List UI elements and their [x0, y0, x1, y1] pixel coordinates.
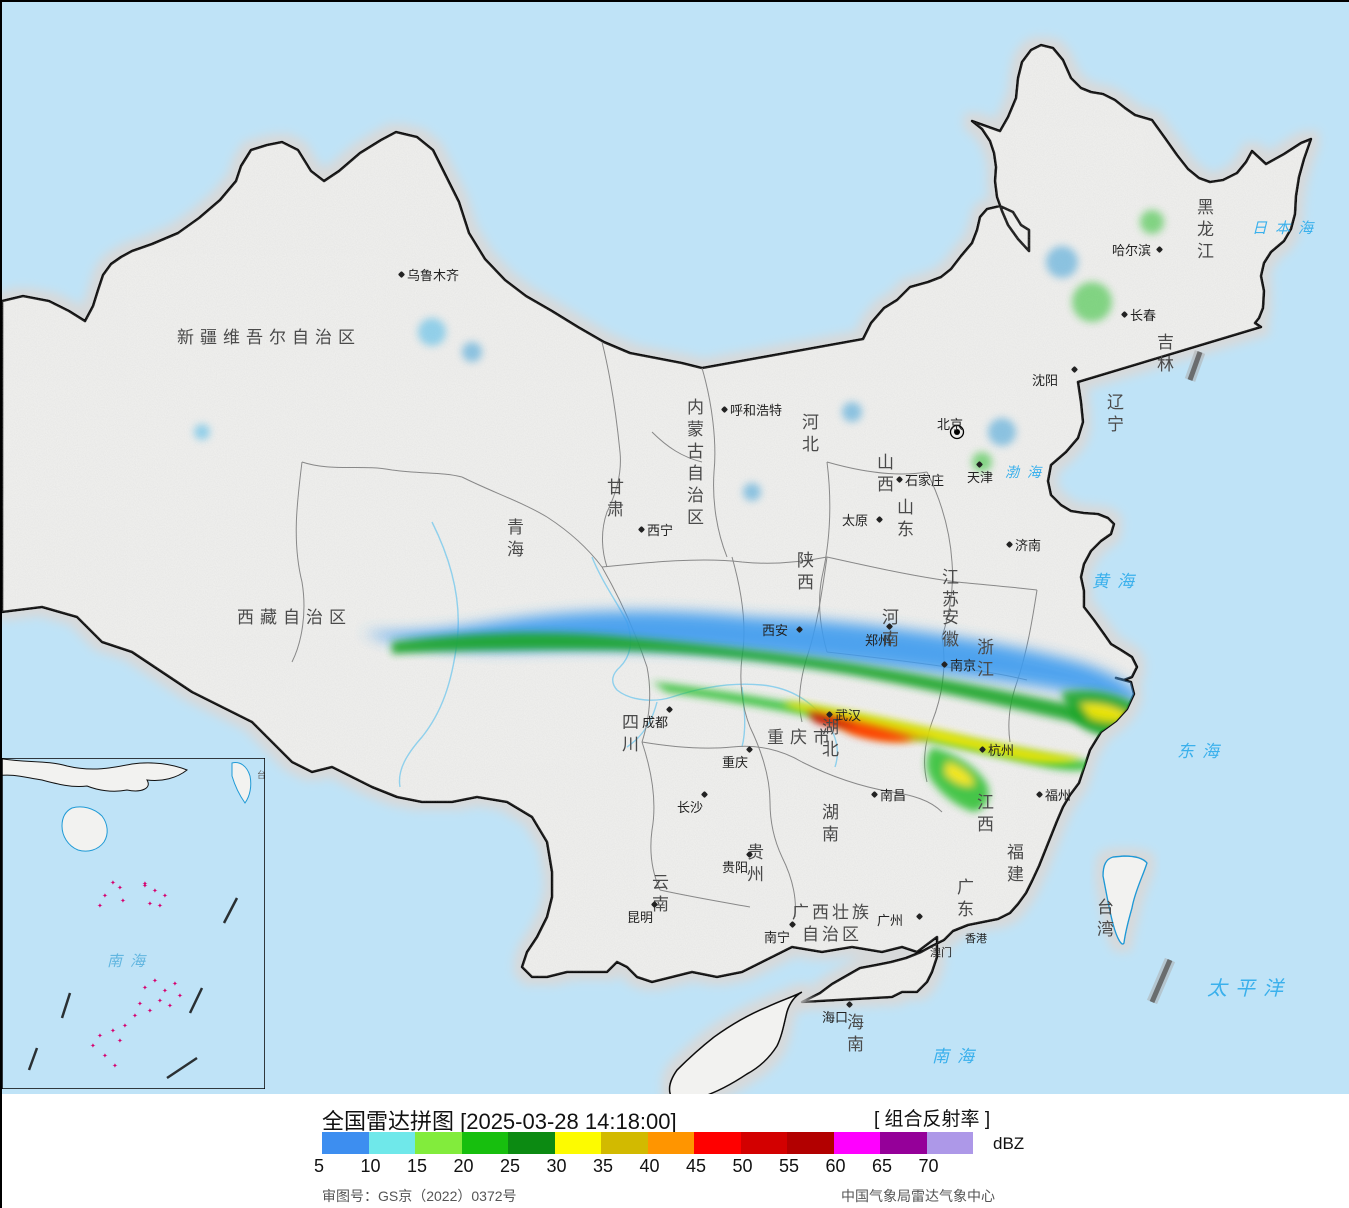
svg-text:✦: ✦	[110, 879, 116, 887]
svg-text:✦: ✦	[102, 892, 108, 900]
svg-text:✦: ✦	[117, 884, 123, 892]
svg-text:✦: ✦	[132, 1012, 138, 1020]
svg-text:✦: ✦	[162, 892, 168, 900]
svg-text:✦: ✦	[157, 997, 163, 1005]
svg-text:✦: ✦	[172, 980, 178, 988]
svg-text:✦: ✦	[152, 887, 158, 895]
svg-text:✦: ✦	[152, 977, 158, 985]
svg-text:✦: ✦	[137, 1000, 143, 1008]
svg-text:✦: ✦	[102, 1052, 108, 1060]
svg-text:✦: ✦	[147, 900, 153, 908]
svg-text:✦: ✦	[122, 1022, 128, 1030]
svg-text:✦: ✦	[97, 902, 103, 910]
svg-text:✦: ✦	[147, 1007, 153, 1015]
svg-text:✦: ✦	[157, 902, 163, 910]
svg-text:✦: ✦	[112, 1062, 118, 1070]
svg-text:南海: 南海	[107, 953, 153, 970]
svg-text:✦: ✦	[177, 992, 183, 1000]
svg-text:✦: ✦	[110, 1027, 116, 1035]
svg-text:✦: ✦	[167, 1002, 173, 1010]
svg-text:✦: ✦	[120, 897, 126, 905]
svg-text:✦: ✦	[117, 1037, 123, 1045]
svg-text:✦: ✦	[142, 882, 148, 890]
svg-text:✦: ✦	[90, 1042, 96, 1050]
svg-text:✦: ✦	[97, 1032, 103, 1040]
svg-text:✦: ✦	[142, 984, 148, 992]
svg-text:✦: ✦	[162, 987, 168, 995]
svg-text:台湾: 台湾	[257, 769, 265, 780]
